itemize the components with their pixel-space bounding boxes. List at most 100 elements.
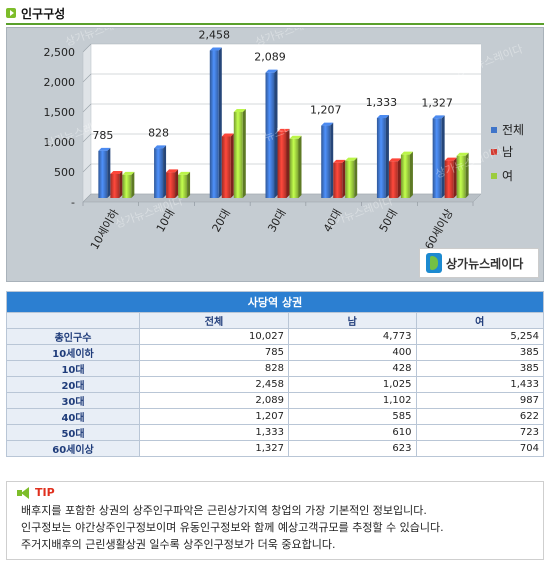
- bar-male: [333, 162, 343, 198]
- bar-total: [432, 118, 442, 198]
- gridline-diag: [82, 193, 92, 203]
- row-label: 40대: [6, 408, 140, 425]
- brand-logo-icon: [426, 253, 442, 273]
- bar-top: [166, 169, 179, 173]
- row-label: 10세이하: [6, 344, 140, 361]
- bar-top: [333, 159, 346, 163]
- section-divider: [6, 23, 544, 25]
- bar-side: [441, 115, 445, 198]
- gridline-diag: [82, 133, 92, 143]
- cell-total: 2,089: [138, 392, 290, 409]
- y-tick-label: 2,500: [44, 46, 76, 59]
- cell-total: 10,027: [138, 328, 290, 345]
- x-tick-label: 20대: [210, 207, 233, 234]
- bar-top: [265, 69, 278, 73]
- cell-total: 1,333: [138, 424, 290, 441]
- column-header-female: 여: [415, 312, 544, 329]
- tip-box: TIP 배후지를 포함한 상권의 상주인구파악은 근린상가지역 창업의 가장 기…: [6, 481, 544, 560]
- row-label: 20대: [6, 376, 140, 393]
- cell-female: 723: [415, 424, 544, 441]
- bar-female: [400, 154, 410, 198]
- cell-female: 385: [415, 360, 544, 377]
- data-label: 828: [148, 126, 169, 139]
- speaker-icon: [17, 486, 31, 499]
- table-row: 50대 1,333 610 723: [6, 424, 544, 441]
- bar-top: [345, 157, 358, 161]
- bar-total: [265, 72, 275, 198]
- data-label: 1,333: [366, 96, 398, 109]
- table-row: 20대 2,458 1,025 1,433: [6, 376, 544, 393]
- bar-male: [444, 160, 454, 198]
- cell-female: 704: [415, 440, 544, 457]
- bar-side: [131, 171, 135, 198]
- legend-label: 전체: [502, 123, 524, 137]
- bar-top: [376, 115, 389, 119]
- bar-top: [110, 171, 123, 174]
- x-tick-label: 30대: [265, 207, 288, 234]
- gridline-diag: [82, 163, 92, 173]
- cell-female: 5,254: [415, 328, 544, 345]
- bar-top: [209, 47, 222, 51]
- bar-top: [98, 147, 111, 151]
- cell-female: 1,433: [415, 376, 544, 393]
- cell-female: 622: [415, 408, 544, 425]
- bar-side: [107, 147, 111, 198]
- bar-top: [444, 157, 457, 161]
- tip-label: TIP: [35, 486, 55, 499]
- data-label: 785: [92, 129, 113, 142]
- bar-side: [354, 157, 358, 198]
- legend-label: 남: [502, 145, 513, 159]
- bar-male: [388, 161, 398, 198]
- cell-female: 987: [415, 392, 544, 409]
- bar-male: [277, 131, 287, 198]
- bar-top: [321, 122, 334, 126]
- bar-male: [221, 136, 231, 198]
- bar-top: [221, 133, 234, 137]
- bar-top: [178, 171, 191, 175]
- cell-male: 585: [288, 408, 417, 425]
- table-row: 30대 2,089 1,102 987: [6, 392, 544, 409]
- population-chart: 2,500 2,000 1,500 1,000 500-785 10세이하 828 10대 2,…: [6, 27, 544, 282]
- bar-side: [175, 169, 179, 198]
- bar-top: [122, 171, 135, 175]
- tip-line: 인구정보는 야간상주인구정보이며 유동인구정보와 함께 예상고객규모를 추정할 …: [21, 521, 444, 534]
- bar-side: [286, 128, 290, 198]
- tip-line: 배후지를 포함한 상권의 상주인구파악은 근린상가지역 창업의 가장 기본적인 …: [21, 504, 427, 517]
- cell-total: 785: [138, 344, 290, 361]
- table-row: 60세이상 1,327 623 704: [6, 440, 544, 457]
- row-label: 60세이상: [6, 440, 140, 457]
- bar-top: [456, 152, 469, 156]
- row-label: 30대: [6, 392, 140, 409]
- chart-canvas: 2,5002,0001,5001,000500-78510세이하82810대2,…: [44, 28, 525, 252]
- row-label: 50대: [6, 424, 140, 441]
- bar-side: [397, 158, 401, 198]
- legend-swatch: [491, 127, 497, 133]
- bar-female: [122, 174, 132, 198]
- table-row: 10대 828 428 385: [6, 360, 544, 377]
- cell-male: 1,102: [288, 392, 417, 409]
- bar-side: [274, 69, 278, 198]
- bar-female: [289, 138, 299, 198]
- bar-side: [465, 152, 469, 198]
- bar-male: [110, 174, 120, 198]
- bar-top: [388, 158, 401, 162]
- cell-male: 623: [288, 440, 417, 457]
- data-label: 1,327: [421, 96, 453, 109]
- cell-total: 1,327: [138, 440, 290, 457]
- bar-side: [187, 171, 191, 198]
- section-title: 인구구성: [21, 6, 66, 21]
- brand-logo-text: 상가뉴스레이다: [446, 256, 524, 271]
- gridline-diag: [82, 73, 92, 83]
- bar-top: [277, 128, 290, 132]
- row-label: 10대: [6, 360, 140, 377]
- column-header-total: 전체: [138, 312, 290, 329]
- bar-side: [453, 157, 457, 198]
- cell-female: 385: [415, 344, 544, 361]
- gridline-diag: [82, 103, 92, 113]
- table-caption: 사당역 상권: [6, 291, 544, 313]
- bar-side: [342, 159, 346, 198]
- bar-side: [298, 135, 302, 198]
- x-tick-label: 10세이하: [87, 207, 121, 252]
- bar-female: [178, 174, 188, 198]
- y-tick-label: 2,000: [44, 76, 76, 89]
